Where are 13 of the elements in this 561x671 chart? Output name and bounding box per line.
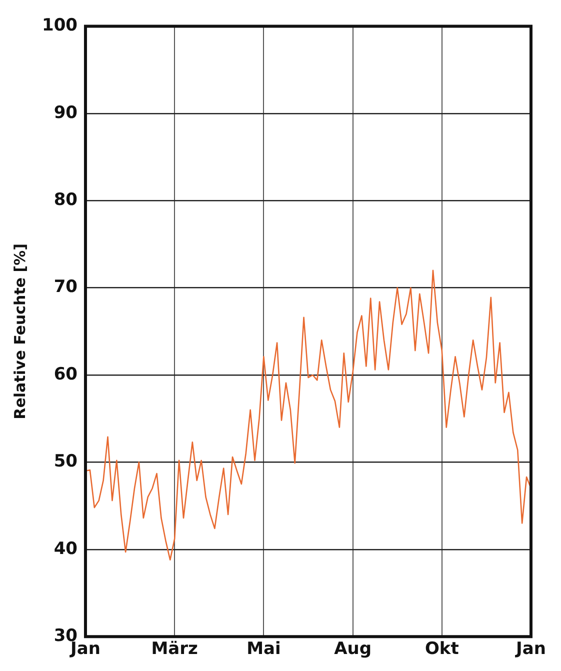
y-tick-label: 60 — [54, 364, 78, 384]
x-tick-label: Mai — [246, 639, 281, 660]
x-tick-label: Jan — [515, 639, 546, 660]
y-tick-label: 50 — [54, 452, 78, 472]
y-tick-label: 100 — [42, 16, 78, 36]
y-tick-label: 90 — [54, 102, 78, 123]
y-tick-label: 40 — [54, 538, 78, 559]
x-tick-label: Aug — [334, 639, 372, 660]
y-tick-label: 80 — [54, 190, 78, 210]
x-tick-label: März — [151, 639, 198, 660]
y-tick-label: 70 — [54, 277, 78, 298]
x-tick-label: Okt — [424, 639, 459, 660]
y-axis-title: Relative Feuchte [%] — [10, 243, 29, 420]
